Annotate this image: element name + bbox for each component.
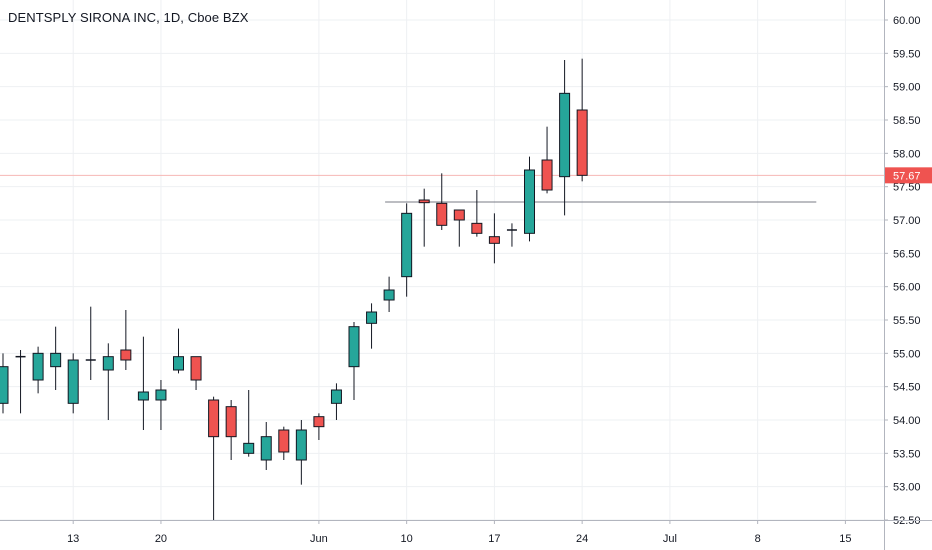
candle-body	[313, 416, 325, 428]
candle-up	[295, 420, 307, 485]
candle-body	[190, 356, 202, 381]
candle-up	[506, 223, 517, 247]
candle-up	[15, 350, 26, 414]
candle-up	[348, 322, 360, 400]
candle-body	[471, 222, 483, 234]
candle-up	[401, 203, 413, 297]
y-tick-label: 55.00	[893, 348, 921, 360]
candle-up	[383, 276, 395, 312]
candle-body	[295, 429, 307, 461]
candle-up	[260, 422, 272, 470]
candle-up	[366, 303, 378, 349]
x-tick-label: 20	[155, 533, 167, 545]
y-tick-label: 55.50	[893, 315, 921, 327]
candle-down	[225, 400, 237, 460]
y-tick-label: 54.50	[893, 382, 921, 394]
candle-down	[313, 413, 325, 440]
candle-body	[137, 391, 149, 401]
candle-down	[120, 310, 132, 370]
y-tick-label: 59.50	[893, 48, 921, 60]
candle-body	[576, 109, 588, 176]
candles-layer	[0, 58, 588, 520]
x-tick-label: 8	[755, 533, 761, 545]
candle-body	[225, 406, 237, 438]
candle-up	[155, 380, 167, 430]
last-price-label: 57.67	[893, 170, 921, 182]
candle-body	[541, 159, 553, 191]
candle-body	[453, 209, 465, 221]
candle-body	[348, 326, 360, 368]
candle-body	[243, 442, 255, 454]
candle-body	[173, 356, 184, 371]
candle-up	[102, 343, 114, 420]
candle-up	[0, 353, 9, 414]
candle-up	[50, 326, 62, 390]
candle-down	[471, 190, 483, 237]
y-tick-label: 56.00	[893, 282, 921, 294]
candle-down	[436, 173, 448, 230]
candle-body	[278, 429, 290, 453]
candle-down	[418, 188, 430, 247]
candle-body	[50, 352, 62, 368]
candle-down	[576, 58, 588, 182]
candle-body	[208, 399, 220, 438]
y-tick-label: 58.00	[893, 148, 921, 160]
candle-body	[67, 359, 79, 404]
candle-down	[278, 426, 290, 460]
candle-up	[67, 353, 79, 414]
y-tick-label: 57.00	[893, 215, 921, 227]
y-tick-label: 57.50	[893, 182, 921, 194]
candle-up	[32, 346, 44, 394]
y-tick-label: 56.50	[893, 248, 921, 260]
candle-body	[366, 311, 378, 324]
candle-up	[559, 60, 571, 216]
candle-body	[436, 202, 448, 226]
candle-body	[155, 389, 167, 401]
candle-up	[330, 383, 342, 420]
candle-up	[173, 328, 184, 374]
y-tick-label: 53.00	[893, 482, 921, 494]
candle-down	[453, 209, 465, 247]
x-tick-label: 24	[576, 533, 588, 545]
y-tick-label: 60.00	[893, 15, 921, 27]
candle-body	[524, 169, 535, 234]
candle-body	[32, 352, 44, 381]
candle-body	[260, 436, 272, 461]
candle-body	[330, 389, 342, 404]
candle-up	[243, 390, 255, 457]
candle-body	[120, 349, 132, 361]
x-tick-label: 17	[488, 533, 500, 545]
chart-title: DENTSPLY SIRONA INC, 1D, Cboe BZX	[8, 10, 249, 25]
candle-down	[190, 356, 202, 390]
x-tick-label: Jun	[310, 533, 328, 545]
last-price-badge	[885, 167, 932, 184]
candle-up	[137, 336, 149, 430]
candle-up	[85, 306, 96, 380]
candle-up	[524, 156, 535, 242]
candle-body	[383, 289, 395, 301]
candle-down	[488, 213, 500, 264]
y-tick-label: 54.00	[893, 415, 921, 427]
x-tick-label: 10	[401, 533, 413, 545]
candle-body	[102, 356, 114, 371]
y-tick-label: 59.00	[893, 82, 921, 94]
candle-body	[401, 212, 413, 278]
y-tick-label: 58.50	[893, 115, 921, 127]
candle-down	[208, 396, 220, 520]
candle-body	[488, 236, 500, 244]
candle-down	[541, 126, 553, 194]
candle-body	[418, 199, 430, 204]
grid-layer	[0, 0, 884, 521]
y-tick-label: 53.50	[893, 448, 921, 460]
x-tick-label: 13	[67, 533, 79, 545]
candle-body	[559, 92, 571, 178]
candle-body	[0, 366, 9, 404]
x-tick-label: 15	[839, 533, 851, 545]
x-tick-label: Jul	[663, 533, 677, 545]
